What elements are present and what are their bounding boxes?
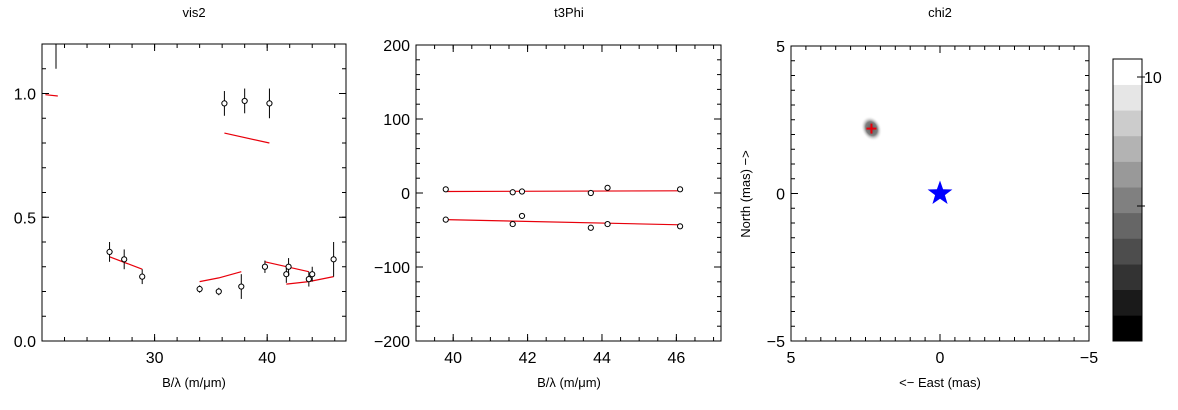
vis2-model-line <box>45 94 58 97</box>
vis2-x-tick-label: 40 <box>258 350 276 367</box>
chi2-panel: chi2 5 0 −5 −5 0 5 <− East (mas) North (mas) … <box>738 5 1162 390</box>
colorbar-level <box>1113 59 1142 85</box>
vis2-data-point <box>330 256 337 263</box>
star-marker-icon <box>927 180 953 204</box>
t3phi-data-point <box>509 220 516 228</box>
t3phi-data-point <box>587 189 594 197</box>
vis2-marks <box>45 44 337 299</box>
chi2-y-tick-label: 0 <box>776 187 785 204</box>
vis2-model-line <box>224 132 270 144</box>
vis2-data-point <box>285 263 292 270</box>
colorbar-level <box>1113 315 1142 342</box>
t3phi-y-tick-label: 100 <box>383 112 410 129</box>
t3phi-model-line <box>445 219 681 226</box>
chi2-axes: 5 0 −5 −5 0 5 <box>767 39 1098 367</box>
vis2-y-tick-label: 1.0 <box>14 87 36 104</box>
t3phi-data-point <box>442 216 449 223</box>
vis2-data-point <box>121 256 128 263</box>
chi2-x-label: <− East (mas) <box>899 375 981 390</box>
vis2-data-point <box>238 283 245 290</box>
colorbar-level <box>1113 135 1142 162</box>
vis2-data-point <box>261 263 269 270</box>
chi2-x-tick-label: 0 <box>936 350 945 367</box>
vis2-x-tick-label: 30 <box>146 350 164 367</box>
chi2-colorbar: 10 <box>1112 58 1162 342</box>
vis2-title: vis2 <box>182 5 205 20</box>
t3phi-y-tick-label: 200 <box>383 38 410 55</box>
t3phi-y-tick-label: −200 <box>374 334 410 351</box>
t3phi-data-point <box>518 212 526 220</box>
t3phi-data-point <box>587 224 594 231</box>
t3phi-x-tick-label: 46 <box>667 350 685 367</box>
vis2-data-point <box>266 100 273 107</box>
t3phi-data-point <box>676 186 684 193</box>
colorbar-frame <box>1112 58 1143 342</box>
t3phi-marks <box>442 184 684 231</box>
t3phi-title: t3Phi <box>554 5 584 20</box>
chi2-x-tick-label: −5 <box>1080 350 1098 367</box>
chi2-x-tick-label: 5 <box>787 350 796 367</box>
vis2-model-line <box>109 256 143 270</box>
t3phi-model-line <box>445 190 681 193</box>
t3phi-x-tick-label: 40 <box>444 350 462 367</box>
t3phi-data-point <box>604 184 611 191</box>
vis2-axes: 30 40 0.0 0.5 1.0 <box>14 43 347 367</box>
chi2-y-label: North (mas) −> <box>738 150 753 237</box>
t3phi-x-tick-label: 44 <box>593 350 611 367</box>
chi2-y-tick-label: 5 <box>776 39 785 56</box>
vis2-y-tick-label: 0.5 <box>14 210 36 227</box>
colorbar-level <box>1113 84 1142 111</box>
colorbar-tick-label: 10 <box>1144 70 1162 87</box>
t3phi-data-point <box>604 220 611 228</box>
t3phi-y-tick-label: −100 <box>374 260 410 277</box>
t3phi-data-point <box>442 186 449 193</box>
t3phi-data-point <box>509 189 516 196</box>
vis2-data-point <box>106 248 113 255</box>
vis2-data-point <box>309 271 316 278</box>
t3phi-data-point <box>676 223 684 230</box>
vis2-data-point <box>215 288 222 295</box>
vis2-data-point <box>196 285 203 293</box>
colorbar-level <box>1113 212 1142 239</box>
colorbar-level <box>1113 289 1142 316</box>
t3phi-y-tick-label: 0 <box>401 186 410 203</box>
colorbar-level <box>1113 187 1142 214</box>
chi2-marks <box>860 116 953 204</box>
colorbar-level <box>1113 238 1142 265</box>
colorbar-level <box>1113 110 1142 137</box>
vis2-frame <box>41 43 347 342</box>
vis2-data-point <box>241 97 248 105</box>
t3phi-axes: 40 42 44 46 −200 −100 0 100 200 <box>374 38 722 367</box>
vis2-model-line <box>199 271 242 283</box>
t3phi-x-label: B/λ (m/μm) <box>537 375 601 390</box>
vis2-x-label: B/λ (m/μm) <box>162 375 226 390</box>
colorbar-level <box>1113 161 1142 188</box>
vis2-data-point <box>139 273 146 280</box>
vis2-y-tick-label: 0.0 <box>14 334 36 351</box>
t3phi-panel: t3Phi 40 42 44 46 −200 −100 0 100 200 B/λ (m/μm) <box>374 5 722 390</box>
vis2-data-point <box>305 276 312 283</box>
vis2-panel: vis2 30 40 0.0 0.5 1.0 B/λ (m/μm) <box>14 5 347 390</box>
t3phi-data-point <box>518 188 526 195</box>
colorbar-level <box>1113 264 1142 291</box>
t3phi-x-tick-label: 42 <box>519 350 537 367</box>
chi2-y-tick-label: −5 <box>767 334 785 351</box>
t3phi-frame <box>415 44 722 342</box>
chi2-title: chi2 <box>928 5 952 20</box>
vis2-data-point <box>221 100 228 107</box>
